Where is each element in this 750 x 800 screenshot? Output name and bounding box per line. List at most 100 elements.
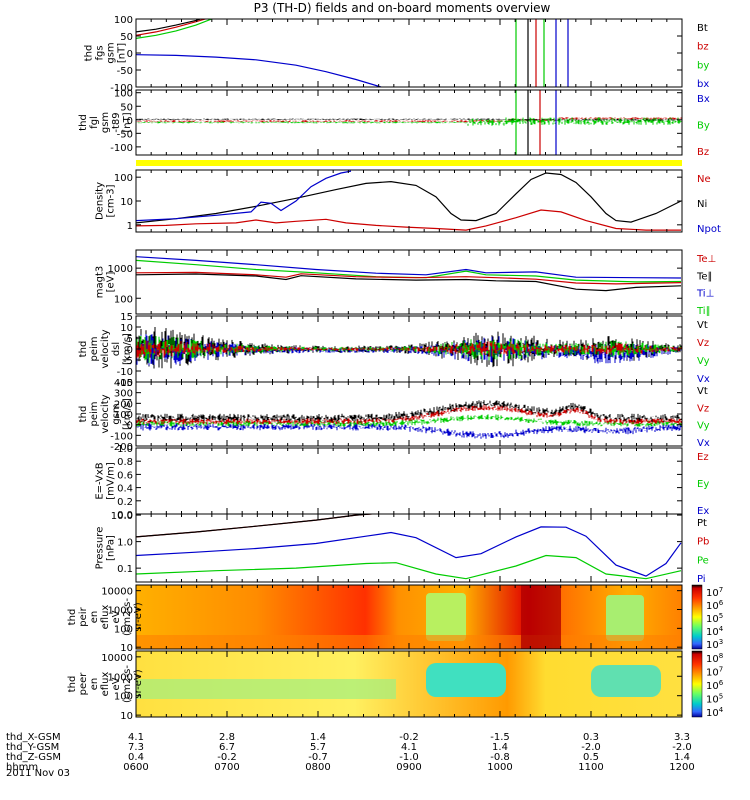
series-line-bz xyxy=(136,19,208,36)
y-axis-label: fgs xyxy=(95,45,106,60)
y-tick-label: 200 xyxy=(114,399,133,410)
y-tick-label: 100 xyxy=(114,410,133,421)
y-axis-label: velocity xyxy=(100,329,111,368)
orbit-value: 1.4 xyxy=(310,732,326,743)
legend-entry: bz xyxy=(697,42,709,53)
legend-entry: Ne xyxy=(697,174,711,185)
orbit-value: -1.5 xyxy=(490,732,510,743)
legend-entry: Pe xyxy=(697,555,709,566)
y-axis-label: (cm2-s- xyxy=(122,598,133,636)
y-axis-label: thd xyxy=(67,609,78,626)
orbit-value: 6.7 xyxy=(219,742,235,753)
orbit-value: 1000 xyxy=(487,762,512,773)
panel-fgl-data xyxy=(136,90,682,155)
y-axis-label: [nT] xyxy=(117,43,128,63)
orbit-value: 0600 xyxy=(123,762,148,773)
orbit-value: 0.5 xyxy=(583,752,599,763)
legend-entry: Bz xyxy=(697,147,709,158)
y-axis-label: [mV/m] xyxy=(106,462,117,500)
y-tick-label: 1.0 xyxy=(117,444,133,455)
y-tick-label: -200 xyxy=(110,442,133,453)
series-line-Npot xyxy=(136,170,352,222)
y-axis-label: magt3 xyxy=(95,266,106,299)
y-tick-label: 50 xyxy=(120,102,133,113)
y-tick-label: 300 xyxy=(114,389,133,400)
y-axis-label: eV xyxy=(111,677,122,690)
series-line-Pt xyxy=(136,514,379,538)
y-tick-label: 0 xyxy=(127,345,133,356)
y-tick-label: -50 xyxy=(117,66,133,77)
y-axis-label: dsl xyxy=(111,342,122,356)
y-tick-label: -5 xyxy=(123,356,133,367)
y-tick-label: 0.0 xyxy=(117,510,133,521)
orbit-row-label: hhmm xyxy=(6,762,38,773)
y-tick-label: -100 xyxy=(110,431,133,442)
panel-temp: 1000 100 magt3 [eV] Te⊥ Te∥ Ti⊥ Ti∥ xyxy=(95,249,716,317)
orbit-value: 0800 xyxy=(305,762,330,773)
legend-entry: Bx xyxy=(697,94,710,105)
colorbar-tick-label: 108 xyxy=(706,652,723,665)
orbit-value: -0.2 xyxy=(399,732,419,743)
y-axis-label: sr-eV) xyxy=(133,602,144,631)
panel-peim_gsm-data xyxy=(136,400,682,439)
y-axis-label: (cm2-s- xyxy=(122,665,133,703)
y-axis-label: eflux xyxy=(100,605,111,630)
colorbar-tick-label: 105 xyxy=(706,693,723,706)
legend-entry: Ti⊥ xyxy=(696,289,714,300)
y-axis-label: en xyxy=(89,678,100,691)
orbit-value: 1100 xyxy=(578,762,603,773)
colorbar-tick-label: 103 xyxy=(706,638,723,651)
y-axis-label: Density xyxy=(95,182,106,220)
legend-entry: Ez xyxy=(697,452,709,463)
series-band-Bx xyxy=(136,118,682,121)
colorbar-tick-label: 106 xyxy=(706,679,724,692)
panel-peim_dsl-data xyxy=(136,327,682,369)
legend-entry: Vy xyxy=(697,356,710,367)
orbit-value: -0.7 xyxy=(308,752,328,763)
y-tick-label: 0.2 xyxy=(117,497,133,508)
y-tick-label: 1000 xyxy=(108,606,133,617)
y-axis-label: [km/s] xyxy=(122,333,133,365)
panel-fgs-data xyxy=(136,19,569,87)
y-axis-label: [km/s] xyxy=(122,398,133,430)
y-tick-label: 400 xyxy=(114,378,133,389)
legend-entry: Vz xyxy=(697,338,709,349)
y-axis-label: fgl xyxy=(89,116,100,129)
series-line-TiPerp xyxy=(136,256,682,279)
y-axis-label: thd xyxy=(67,676,78,693)
legend-entry: By xyxy=(697,121,710,132)
orbit-value: 1.4 xyxy=(674,752,690,763)
y-axis-label: eflux xyxy=(100,672,111,697)
orbit-value: 4.1 xyxy=(401,742,417,753)
orbit-value: 4.1 xyxy=(128,732,144,743)
y-axis-label: sr-eV) xyxy=(133,669,144,698)
y-axis-label: gsm xyxy=(106,42,117,63)
panel-efield: 1.0 0.8 0.6 0.4 0.2 0.0 E=-VxB [mV/m] Ez Ey Ex xyxy=(95,444,710,521)
y-tick-label: 0.1 xyxy=(117,564,133,575)
colorbar xyxy=(691,650,703,718)
legend-entry: Bt xyxy=(697,23,708,34)
legend-entry: Te∥ xyxy=(696,271,713,282)
series-line-Ni xyxy=(136,172,682,224)
y-axis-label: [eV] xyxy=(106,272,117,293)
y-tick-label: 100 xyxy=(114,15,133,26)
orbit-row-label: thd_X-GSM xyxy=(6,732,61,743)
y-tick-label: 100 xyxy=(114,294,133,305)
y-tick-label: 0 xyxy=(127,49,133,60)
y-axis-label: peim xyxy=(89,336,100,361)
panel-density-data xyxy=(136,170,682,231)
y-axis-label: thd xyxy=(84,45,95,62)
series-line-TePar xyxy=(136,273,682,292)
legend-entry: Pt xyxy=(697,518,707,529)
y-axis-label: peir xyxy=(78,606,89,626)
orbit-value: 0900 xyxy=(396,762,421,773)
series-line-TePerp xyxy=(136,271,682,285)
panel-peer-data xyxy=(136,651,682,717)
y-tick-label: 1000 xyxy=(108,672,133,683)
y-tick-label: 10 xyxy=(120,711,133,722)
y-tick-label: 1000 xyxy=(108,264,133,275)
